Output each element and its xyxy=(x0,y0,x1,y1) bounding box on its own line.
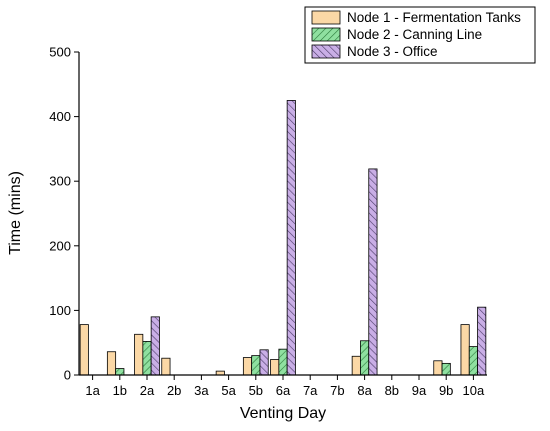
bar-1-8a xyxy=(351,355,361,376)
bar-1-2a xyxy=(134,333,144,376)
bars-layer xyxy=(79,100,487,376)
bar-2-9b xyxy=(441,362,451,376)
x-tick-label: 9b xyxy=(439,383,453,398)
y-tick-label: 300 xyxy=(49,174,71,189)
y-tick-label: 200 xyxy=(49,238,71,253)
x-tick-label: 6a xyxy=(276,383,291,398)
bar-1-2b xyxy=(161,357,171,376)
legend-label-node-3: Node 3 - Office xyxy=(347,44,438,59)
x-tick-label: 8a xyxy=(357,383,372,398)
x-tick-label: 5b xyxy=(249,383,263,398)
legend-swatch-node-2 xyxy=(311,27,341,42)
x-tick-label: 1b xyxy=(113,383,127,398)
y-tick-label: 100 xyxy=(49,303,71,318)
bar-3-8a xyxy=(368,168,378,376)
bar-1-9b xyxy=(433,360,443,376)
x-tick-label: 8b xyxy=(385,383,399,398)
y-tick-label: 0 xyxy=(64,368,71,383)
x-tick-label: 9a xyxy=(412,383,427,398)
x-tick-label: 2b xyxy=(167,383,181,398)
y-axis: 0 100 200 300 400 500 xyxy=(49,45,79,383)
y-axis-title: Time (mins) xyxy=(7,171,24,255)
x-tick-label: 10a xyxy=(463,383,485,398)
bar-1-5b xyxy=(242,357,253,376)
bar-3-10a xyxy=(477,306,487,376)
bar-2-1b xyxy=(115,368,125,376)
x-tick-label: 2a xyxy=(140,383,155,398)
x-tick-label: 1a xyxy=(85,383,100,398)
legend: Node 1 - Fermentation Tanks Node 2 - Can… xyxy=(304,6,536,64)
legend-swatch-node-1 xyxy=(311,10,341,25)
x-axis: 1a 1b 2a 2b 3a 5a 5b 6a 7a 7b 8a 8b 9a 9b 10a xyxy=(85,375,485,398)
bar-2-8a xyxy=(360,340,370,376)
bar-3-6a xyxy=(286,100,296,376)
bar-1-1b xyxy=(106,351,117,376)
bar-2-2a xyxy=(142,341,152,376)
legend-box xyxy=(304,6,536,64)
x-tick-label: 7a xyxy=(303,383,318,398)
bar-2-5b xyxy=(251,355,261,376)
legend-swatch-node-3 xyxy=(311,44,341,59)
y-tick-label: 500 xyxy=(49,45,71,60)
bar-3-2a xyxy=(150,316,160,376)
bar-1-1a xyxy=(79,324,89,376)
bar-1-6a xyxy=(270,359,280,376)
bar-2-10a xyxy=(468,346,478,376)
bar-3-5b xyxy=(259,349,269,376)
bar-1-10a xyxy=(460,324,470,376)
legend-label-node-1: Node 1 - Fermentation Tanks xyxy=(347,10,521,25)
x-tick-label: 5a xyxy=(221,383,236,398)
x-axis-title: Venting Day xyxy=(240,405,326,422)
y-tick-label: 400 xyxy=(49,109,71,124)
x-tick-label: 7b xyxy=(330,383,344,398)
bar-2-6a xyxy=(278,348,288,376)
x-tick-label: 3a xyxy=(194,383,209,398)
legend-label-node-2: Node 2 - Canning Line xyxy=(347,27,482,42)
